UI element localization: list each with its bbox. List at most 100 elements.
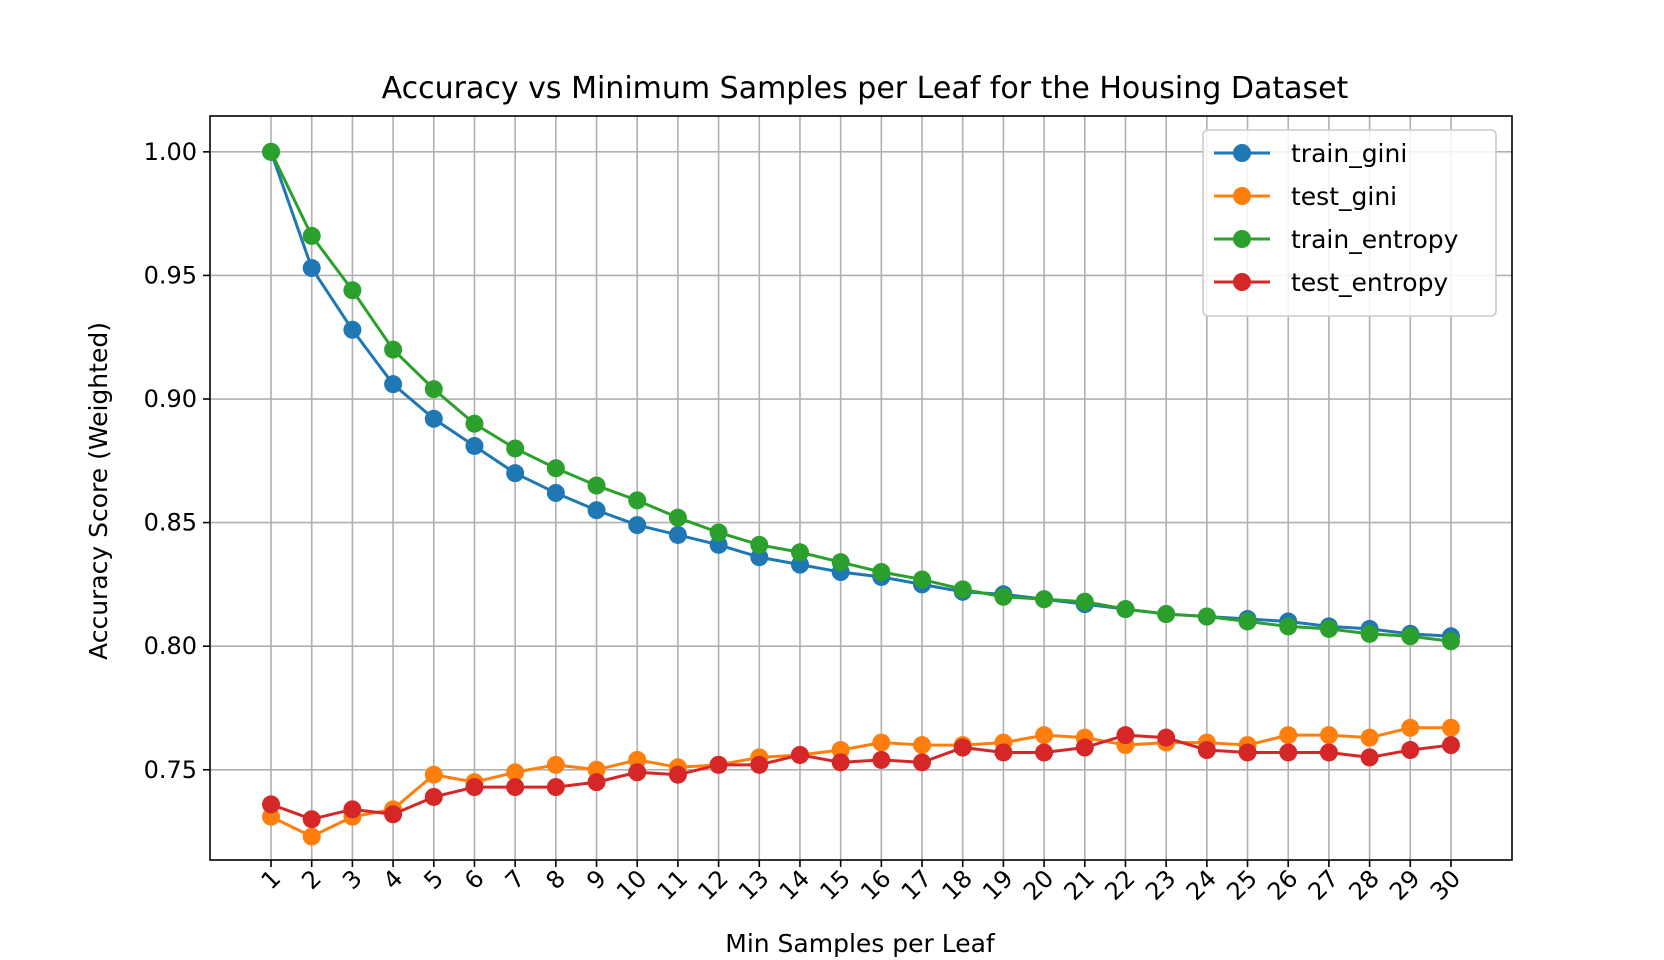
y-tick-label: 0.90 — [144, 385, 197, 413]
y-tick-label: 1.00 — [144, 138, 197, 166]
data-point — [790, 745, 809, 764]
data-point — [994, 587, 1013, 606]
data-point — [262, 807, 281, 826]
data-point — [546, 778, 565, 797]
data-point — [1360, 624, 1379, 643]
x-tick-label: 12 — [692, 864, 733, 905]
data-point — [1319, 743, 1338, 762]
series-train-entropy — [262, 142, 1460, 651]
series-test-entropy — [262, 726, 1460, 829]
legend-item: train_gini — [1214, 139, 1407, 168]
data-point — [790, 543, 809, 562]
data-point — [1197, 741, 1216, 760]
data-point — [1197, 607, 1216, 626]
x-tick-label: 22 — [1099, 864, 1140, 905]
x-tick-label: 5 — [418, 864, 449, 895]
x-tick-label: 6 — [459, 864, 490, 895]
data-point — [628, 491, 647, 510]
data-point — [587, 773, 606, 792]
data-point — [384, 805, 403, 824]
x-axis-label: Min Samples per Leaf — [725, 929, 996, 958]
legend-marker — [1233, 144, 1251, 162]
data-point — [1401, 718, 1420, 737]
data-point — [913, 753, 932, 772]
data-point — [506, 763, 525, 782]
data-point — [506, 439, 525, 458]
x-tick-label: 7 — [500, 864, 531, 895]
data-point — [465, 414, 484, 433]
x-tick-label: 29 — [1384, 864, 1425, 905]
data-point — [1116, 726, 1135, 745]
data-point — [424, 787, 443, 806]
x-tick-label: 27 — [1303, 864, 1344, 905]
data-point — [424, 380, 443, 399]
data-point — [1401, 741, 1420, 760]
data-point — [1075, 738, 1094, 757]
x-tick-label: 20 — [1018, 864, 1059, 905]
y-axis-label: Accuracy Score (Weighted) — [84, 322, 113, 660]
data-point — [709, 523, 728, 542]
legend-marker — [1233, 273, 1251, 291]
series-test-gini — [262, 718, 1460, 846]
data-point — [343, 800, 362, 819]
data-point — [465, 436, 484, 455]
data-point — [709, 755, 728, 774]
x-tick-label: 11 — [652, 864, 693, 905]
data-point — [831, 741, 850, 760]
legend-item: test_entropy — [1214, 268, 1448, 297]
data-point — [953, 738, 972, 757]
x-tick-label: 8 — [540, 864, 571, 895]
data-point — [790, 555, 809, 574]
series-layer — [262, 142, 1460, 846]
x-tick-label: 30 — [1425, 864, 1466, 905]
data-point — [1401, 627, 1420, 646]
x-tick-label: 17 — [896, 864, 937, 905]
x-tick-label: 4 — [378, 864, 409, 895]
x-tick-label: 16 — [855, 864, 896, 905]
data-point — [1035, 590, 1054, 609]
data-point — [343, 320, 362, 339]
data-point — [1441, 632, 1460, 651]
legend: train_gini test_gini train_entropy test_ent… — [1202, 129, 1497, 317]
data-point — [668, 508, 687, 527]
x-tick-label: 24 — [1181, 864, 1222, 905]
data-point — [262, 142, 281, 161]
x-tick-label: 25 — [1221, 864, 1262, 905]
series-line — [270, 726, 1451, 839]
legend-item: test_gini — [1214, 182, 1397, 211]
data-point — [343, 281, 362, 300]
data-point — [546, 755, 565, 774]
data-point — [628, 516, 647, 535]
data-point — [1279, 617, 1298, 636]
data-point — [872, 563, 891, 582]
x-tick-label: 9 — [581, 864, 612, 895]
data-point — [831, 553, 850, 572]
legend-label: test_entropy — [1291, 268, 1448, 297]
x-tick-label: 10 — [611, 864, 652, 905]
data-point — [1238, 743, 1257, 762]
data-point — [1279, 726, 1298, 745]
data-point — [668, 525, 687, 544]
data-point — [750, 755, 769, 774]
x-tick-label: 2 — [296, 864, 327, 895]
data-point — [546, 459, 565, 478]
legend-box — [1202, 129, 1497, 317]
data-point — [587, 760, 606, 779]
data-point — [1238, 612, 1257, 631]
x-tick-label: 1 — [256, 864, 287, 895]
data-point — [506, 464, 525, 483]
legend-marker — [1233, 230, 1251, 248]
data-point — [1116, 600, 1135, 619]
data-point — [587, 476, 606, 495]
y-tick-label: 0.75 — [144, 756, 197, 784]
chart-title: Accuracy vs Minimum Samples per Leaf for… — [382, 71, 1349, 106]
data-point — [587, 501, 606, 520]
x-tick-label: 26 — [1262, 864, 1303, 905]
data-point — [628, 763, 647, 782]
data-point — [628, 750, 647, 769]
data-point — [424, 765, 443, 784]
data-point — [1360, 728, 1379, 747]
data-point — [465, 778, 484, 797]
data-point — [750, 535, 769, 554]
